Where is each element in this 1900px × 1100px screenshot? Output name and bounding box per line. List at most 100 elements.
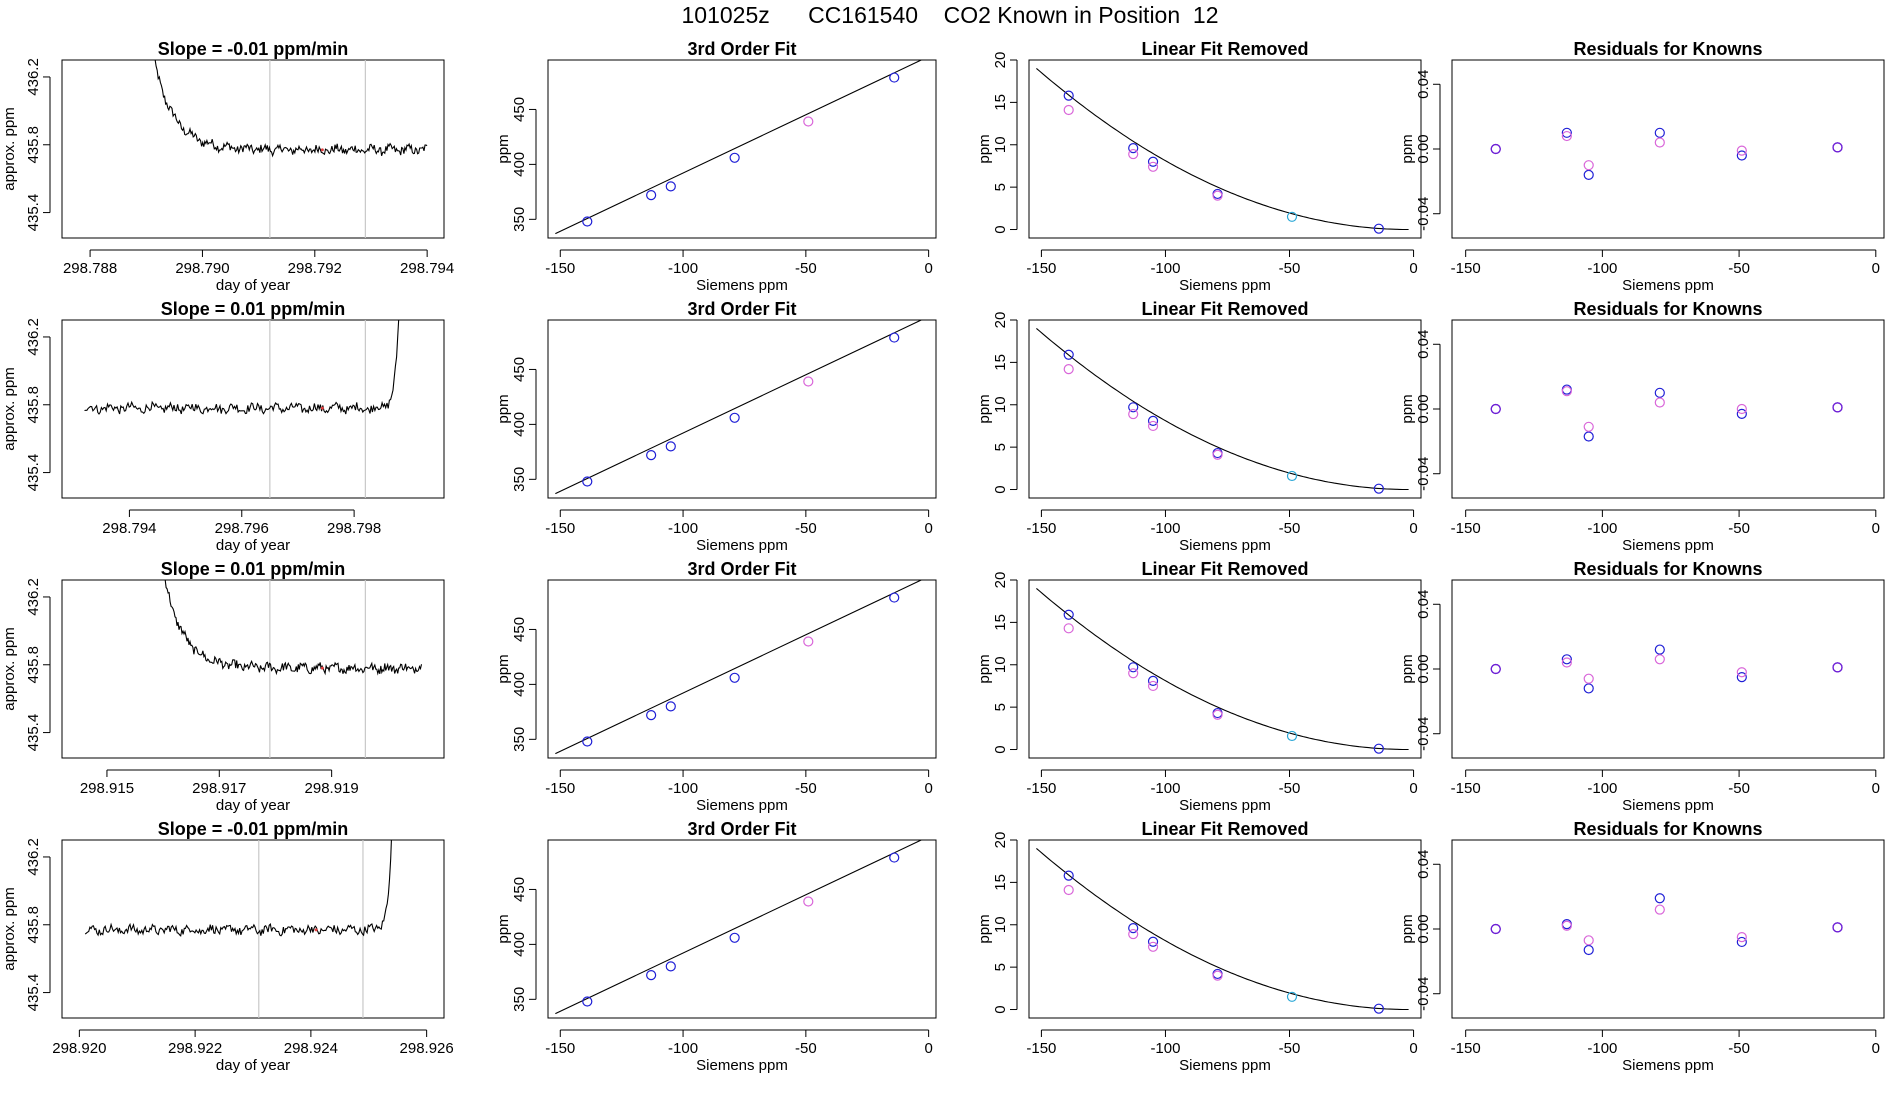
x-tick-label: -150 (1026, 260, 1056, 277)
y-tick-label: 10 (992, 916, 1009, 933)
data-point (803, 636, 814, 647)
x-tick-label: 298.922 (168, 1040, 222, 1057)
y-axis-label: approx. ppm (1, 887, 18, 970)
y-tick-label: 20 (992, 312, 1009, 329)
x-tick-label: -100 (668, 520, 698, 537)
y-tick-label: 5 (992, 443, 1009, 451)
panel-title: Linear Fit Removed (1141, 819, 1308, 839)
data-point (803, 896, 814, 907)
panel-title: 3rd Order Fit (687, 559, 796, 579)
y-axis-label: approx. ppm (1, 107, 18, 190)
y-tick-label: 20 (992, 832, 1009, 849)
y-tick-label: 435.4 (25, 454, 42, 492)
x-tick-label: -50 (1728, 1040, 1750, 1057)
y-tick-label: 400 (511, 152, 528, 177)
x-tick-label: -100 (668, 780, 698, 797)
series-line (84, 320, 400, 415)
x-tick-label: -100 (1150, 520, 1180, 537)
y-axis-label: ppm (976, 394, 993, 423)
x-tick-label: -50 (1728, 260, 1750, 277)
x-tick-label: 298.798 (327, 520, 381, 537)
data-point (1063, 349, 1074, 360)
panel-title: Linear Fit Removed (1141, 299, 1308, 319)
x-tick-label: -100 (1150, 780, 1180, 797)
x-tick-label: -50 (1728, 780, 1750, 797)
x-axis-label: day of year (216, 1057, 290, 1074)
plot-frame (547, 59, 937, 239)
data-point (1063, 870, 1074, 881)
panel-title: Slope = 0.01 ppm/min (161, 299, 346, 319)
y-tick-label: 15 (992, 94, 1009, 111)
data-point (1583, 169, 1594, 180)
y-axis-label: ppm (495, 654, 512, 683)
fit-line (555, 320, 922, 495)
x-tick-label: -150 (1451, 780, 1481, 797)
y-tick-label: 20 (992, 52, 1009, 69)
data-point (1561, 920, 1572, 931)
data-point (1063, 609, 1074, 620)
panel-title: Linear Fit Removed (1141, 559, 1308, 579)
x-tick-label: -150 (545, 1040, 575, 1057)
x-axis-label: Siemens ppm (696, 277, 788, 294)
data-point (1128, 923, 1139, 934)
x-tick-label: -50 (1279, 520, 1301, 537)
data-point (1654, 904, 1665, 915)
x-tick-label: -150 (1451, 520, 1481, 537)
plot-area (555, 580, 922, 755)
plot-area (1036, 847, 1409, 1014)
data-point (1583, 160, 1594, 171)
data-point (1063, 90, 1074, 101)
x-axis-label: Siemens ppm (696, 537, 788, 554)
data-point (1286, 470, 1298, 482)
x-tick-label: -100 (1587, 260, 1617, 277)
panel-title: Residuals for Knowns (1573, 559, 1762, 579)
panel-2-3: Residuals for Knowns -150 -100 -50 0 Siemens … (1399, 559, 1885, 814)
y-axis-label: approx. ppm (1, 367, 18, 450)
x-tick-label: -100 (1587, 780, 1617, 797)
data-point (1147, 680, 1159, 692)
y-tick-label: 400 (511, 932, 528, 957)
x-axis-label: Siemens ppm (1622, 277, 1714, 294)
panel-title: Linear Fit Removed (1141, 39, 1308, 59)
panel-3-3: Residuals for Knowns -150 -100 -50 0 Siemens … (1399, 819, 1885, 1074)
x-tick-label: 0 (924, 520, 932, 537)
plot-area (1036, 587, 1409, 754)
x-tick-label: -150 (1026, 1040, 1056, 1057)
data-point (1147, 675, 1159, 686)
x-tick-label: 298.796 (215, 520, 269, 537)
data-point (1147, 420, 1159, 432)
y-tick-label: 435.4 (25, 974, 42, 1012)
y-axis-label: ppm (495, 914, 512, 943)
plot-frame (1028, 579, 1422, 759)
x-tick-label: 298.924 (284, 1040, 338, 1057)
y-tick-label: 435.8 (25, 906, 42, 944)
x-axis-label: Siemens ppm (696, 1057, 788, 1074)
x-tick-label: 298.920 (52, 1040, 106, 1057)
fit-line (555, 840, 922, 1015)
data-point (1212, 190, 1223, 201)
y-tick-label: 350 (511, 467, 528, 492)
x-tick-label: -50 (1728, 520, 1750, 537)
y-tick-label: 450 (511, 617, 528, 642)
data-point (803, 376, 814, 387)
data-point (1654, 397, 1665, 408)
panel-3-2: Linear Fit Removed -150 -100 -50 0 Siemens pp… (976, 819, 1422, 1074)
data-point (582, 996, 593, 1007)
fit-curve (1036, 67, 1409, 231)
plot-frame (61, 319, 445, 499)
x-tick-label: 0 (924, 1040, 932, 1057)
data-point (889, 72, 900, 83)
x-tick-label: 298.794 (400, 260, 454, 277)
x-tick-label: 0 (1872, 520, 1880, 537)
x-tick-label: 298.919 (305, 780, 359, 797)
data-point (1063, 104, 1074, 116)
y-tick-label: 0.00 (1415, 654, 1432, 683)
data-point (803, 116, 814, 127)
y-tick-label: -0.04 (1415, 717, 1432, 751)
data-point (889, 332, 900, 343)
panel-1-1: 3rd Order Fit -150 -100 -50 0 Siemens ppm 350 4… (495, 299, 937, 554)
x-tick-label: -150 (545, 260, 575, 277)
x-axis-label: Siemens ppm (1179, 797, 1271, 814)
x-axis-label: day of year (216, 797, 290, 814)
y-tick-label: 400 (511, 412, 528, 437)
